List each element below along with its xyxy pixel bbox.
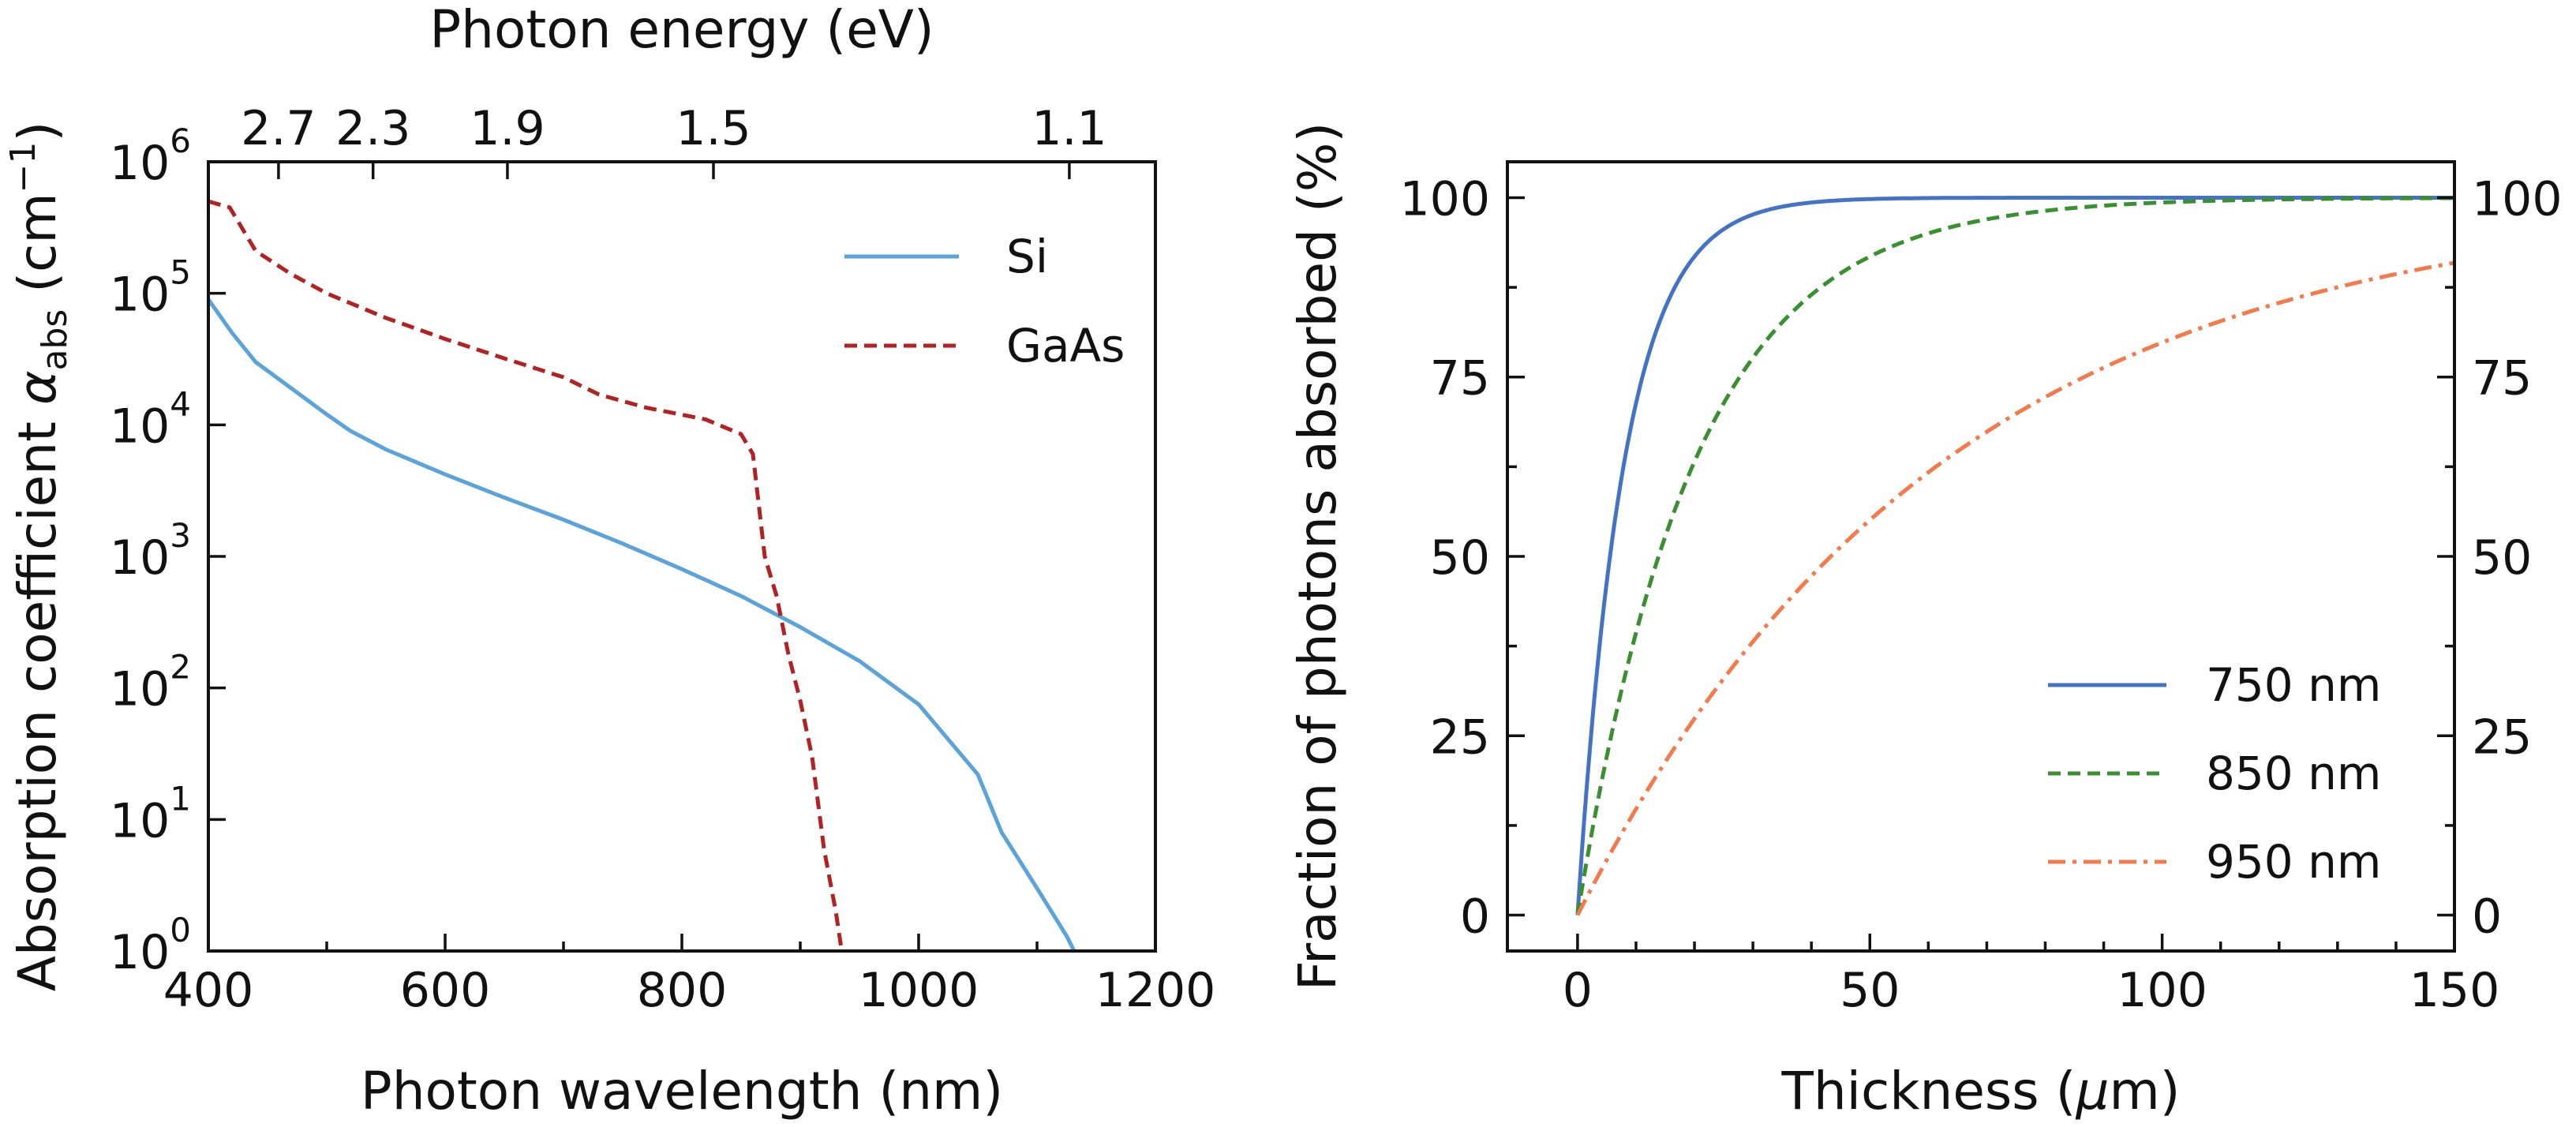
right-x-tick-label: 50 bbox=[1840, 963, 1900, 1018]
right-series-group bbox=[1575, 196, 2455, 916]
series-line-750-nm bbox=[1575, 196, 2454, 915]
right-secondary-y-tick-label: 0 bbox=[2472, 889, 2502, 945]
left-x-tick-label: 1200 bbox=[1095, 963, 1216, 1018]
legend-label-950nm: 950 nm bbox=[2206, 835, 2381, 889]
left-y-axis-title: Absorption coefficient αabs (cm−1) bbox=[3, 122, 75, 992]
left-y-tick-label: 103 bbox=[110, 516, 191, 586]
left-x-tick-label: 400 bbox=[163, 963, 254, 1018]
top-axis-tick-label: 1.5 bbox=[676, 101, 751, 156]
left-top-axis-title: Photon energy (eV) bbox=[429, 0, 934, 60]
right-y-tick-label: 100 bbox=[1399, 171, 1490, 227]
right-secondary-y-tick-label: 50 bbox=[2472, 530, 2532, 586]
left-y-title-unit: (cm bbox=[7, 193, 68, 309]
top-axis-tick-label: 2.3 bbox=[335, 101, 410, 156]
absorption-coefficient-chart: 400 600 800 1000 1200 100 101 102 103 104 105 106 2.… bbox=[3, 0, 1215, 1121]
right-y-tick-label: 50 bbox=[1430, 530, 1490, 586]
top-axis-tick-label: 1.1 bbox=[1032, 101, 1106, 156]
series-line-si bbox=[208, 298, 1076, 951]
right-x-axis-title: Thickness (μm) bbox=[1781, 1061, 2181, 1121]
left-x-axis-title: Photon wavelength (nm) bbox=[361, 1061, 1003, 1121]
right-x-title-unit: m) bbox=[2109, 1061, 2180, 1121]
right-secondary-y-tick-label: 75 bbox=[2472, 351, 2532, 406]
top-axis-tick-label: 2.7 bbox=[241, 101, 316, 156]
right-y-tick-label: 0 bbox=[1460, 889, 1490, 945]
right-x-tick-label: 150 bbox=[2409, 963, 2500, 1018]
left-legend: Si GaAs bbox=[844, 230, 1125, 373]
series-line-950-nm bbox=[1575, 260, 2455, 916]
left-series-group bbox=[208, 199, 1076, 951]
series-line-gaas bbox=[208, 199, 844, 951]
left-x-tick-label: 800 bbox=[637, 963, 728, 1018]
left-y-title-unit-close: ) bbox=[7, 122, 68, 142]
top-axis-tick-label: 1.9 bbox=[470, 101, 545, 156]
left-y-tick-label: 100 bbox=[110, 911, 191, 980]
right-x-title-symbol: μ bbox=[2075, 1061, 2109, 1121]
right-x-tick-label: 100 bbox=[2117, 963, 2207, 1018]
legend-label-gaas: GaAs bbox=[1006, 319, 1125, 373]
left-y-title-superscript: −1 bbox=[3, 141, 43, 193]
left-y-title-text: Absorption coefficient bbox=[7, 405, 68, 991]
left-y-tick-label: 101 bbox=[110, 779, 191, 848]
series-line-850-nm bbox=[1575, 196, 2454, 915]
left-y-tick-label: 105 bbox=[110, 253, 191, 323]
left-y-tick-label: 106 bbox=[110, 122, 191, 191]
left-x-tick-label: 1000 bbox=[859, 963, 979, 1018]
left-axis-ticks: 400 600 800 1000 1200 100 101 102 103 104 105 106 2.… bbox=[110, 101, 1215, 1018]
right-y-tick-label: 25 bbox=[1430, 710, 1490, 765]
left-y-title-symbol: α bbox=[7, 371, 68, 406]
left-y-tick-label: 104 bbox=[110, 384, 191, 454]
left-x-tick-label: 600 bbox=[400, 963, 491, 1018]
right-plot-frame bbox=[1506, 160, 2456, 953]
fraction-absorbed-chart: 0 50 100 150 0 25 50 75 100 0 25 50 75 100 Thickness … bbox=[1287, 122, 2563, 1121]
right-legend: 750 nm 850 nm 950 nm bbox=[2048, 658, 2381, 889]
left-y-title-subscript: abs bbox=[35, 309, 75, 371]
legend-label-850nm: 850 nm bbox=[2206, 747, 2381, 800]
legend-label-750nm: 750 nm bbox=[2206, 658, 2381, 712]
right-secondary-y-tick-label: 25 bbox=[2472, 710, 2532, 765]
left-y-tick-label: 102 bbox=[110, 648, 191, 717]
right-y-tick-label: 75 bbox=[1430, 351, 1490, 406]
right-x-tick-label: 0 bbox=[1563, 963, 1593, 1018]
right-axis-ticks: 0 50 100 150 0 25 50 75 100 0 25 50 75 100 bbox=[1399, 171, 2562, 1018]
right-y-axis-title: Fraction of photons absorbed (%) bbox=[1287, 122, 1348, 990]
legend-label-si: Si bbox=[1006, 230, 1048, 283]
right-x-title-text: Thickness ( bbox=[1781, 1061, 2076, 1121]
right-secondary-y-tick-label: 100 bbox=[2472, 171, 2563, 227]
